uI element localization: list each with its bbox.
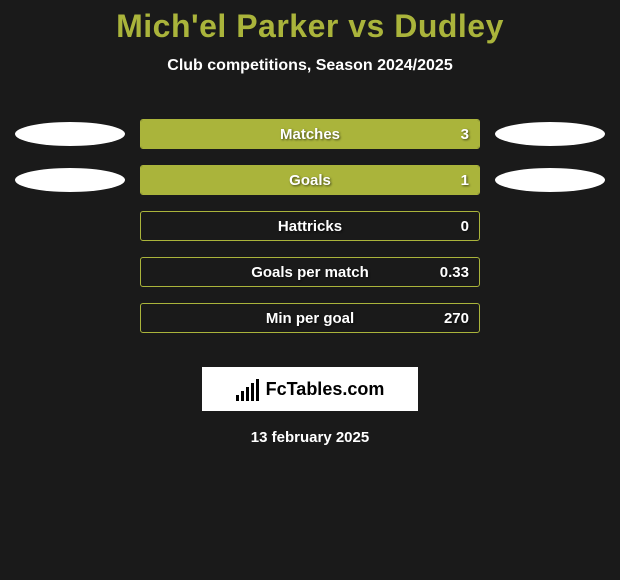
left-marker xyxy=(10,213,130,239)
stat-bar: Hattricks0 xyxy=(140,211,480,241)
stat-row: Goals per match0.33 xyxy=(0,249,620,295)
bar-value: 3 xyxy=(461,120,469,148)
source-logo: FcTables.com xyxy=(202,367,418,411)
bar-value: 270 xyxy=(444,304,469,332)
comparison-panel: Mich'el Parker vs Dudley Club competitio… xyxy=(0,0,620,446)
left-marker xyxy=(10,305,130,331)
left-marker xyxy=(10,167,130,193)
right-marker xyxy=(490,121,610,147)
left-marker xyxy=(10,121,130,147)
stat-row: Hattricks0 xyxy=(0,203,620,249)
stat-row: Matches3 xyxy=(0,111,620,157)
ellipse-icon xyxy=(495,122,605,146)
ellipse-icon xyxy=(15,122,125,146)
bar-label: Goals xyxy=(141,166,479,194)
right-marker xyxy=(490,213,610,239)
stat-bar: Goals1 xyxy=(140,165,480,195)
ellipse-icon xyxy=(495,168,605,192)
stat-row: Min per goal270 xyxy=(0,295,620,341)
bar-label: Matches xyxy=(141,120,479,148)
bars-icon xyxy=(236,377,260,401)
stat-bar: Min per goal270 xyxy=(140,303,480,333)
stat-bar: Matches3 xyxy=(140,119,480,149)
stat-bar: Goals per match0.33 xyxy=(140,257,480,287)
ellipse-icon xyxy=(15,168,125,192)
bar-label: Hattricks xyxy=(141,212,479,240)
bar-value: 1 xyxy=(461,166,469,194)
logo-text: FcTables.com xyxy=(266,379,385,400)
bar-value: 0 xyxy=(461,212,469,240)
bar-label: Goals per match xyxy=(141,258,479,286)
bar-label: Min per goal xyxy=(141,304,479,332)
stat-row: Goals1 xyxy=(0,157,620,203)
right-marker xyxy=(490,259,610,285)
page-subtitle: Club competitions, Season 2024/2025 xyxy=(0,57,620,75)
bar-value: 0.33 xyxy=(440,258,469,286)
right-marker xyxy=(490,167,610,193)
page-title: Mich'el Parker vs Dudley xyxy=(0,8,620,45)
snapshot-date: 13 february 2025 xyxy=(0,429,620,446)
right-marker xyxy=(490,305,610,331)
stat-rows: Matches3Goals1Hattricks0Goals per match0… xyxy=(0,111,620,341)
left-marker xyxy=(10,259,130,285)
